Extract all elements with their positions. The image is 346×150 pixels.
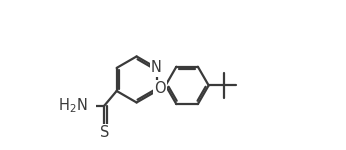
Text: O: O [154, 81, 166, 96]
Text: S: S [100, 125, 109, 140]
Text: H$_2$N: H$_2$N [58, 96, 87, 115]
Text: N: N [151, 60, 162, 75]
